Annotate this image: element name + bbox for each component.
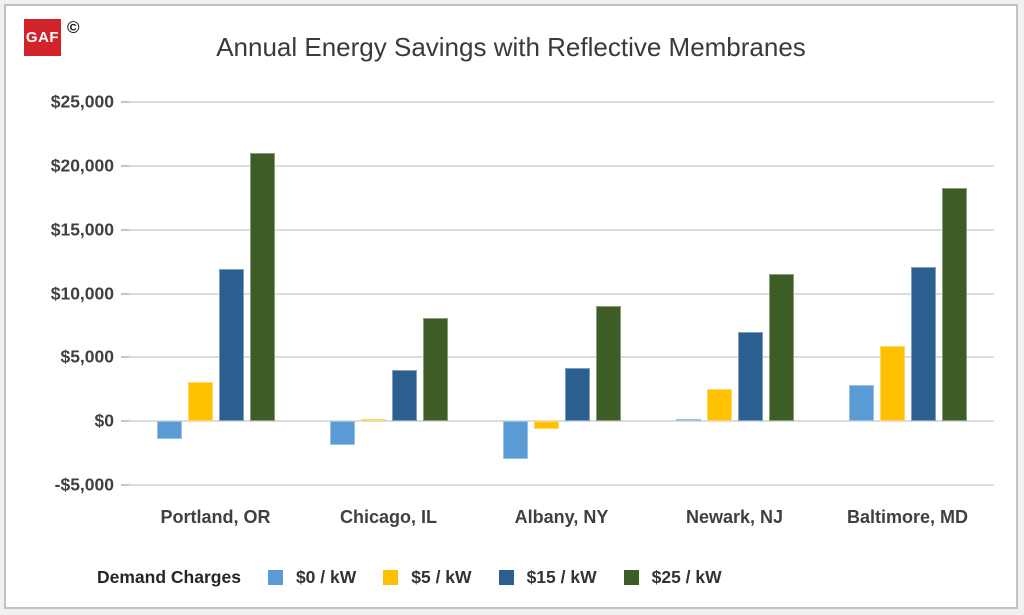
legend: Demand Charges $0 / kW $5 / kW $15 / kW $25…: [97, 562, 722, 592]
bar: [218, 269, 244, 422]
gridline: [129, 101, 994, 103]
bar: [564, 367, 590, 422]
bar: [249, 153, 275, 422]
y-axis-tick-label: $15,000: [50, 219, 114, 240]
bar-groups: [129, 102, 994, 485]
bar: [360, 418, 386, 422]
y-axis-tick-label: -$5,000: [54, 474, 114, 495]
bar-group: [129, 102, 302, 485]
legend-item: $25 / kW: [623, 566, 722, 588]
y-axis-tick-mark: [121, 484, 129, 486]
gridline: [129, 484, 994, 486]
legend-swatch-icon: [498, 569, 514, 585]
legend-swatch-icon: [267, 569, 283, 585]
bar: [422, 317, 448, 422]
gridline: [129, 164, 994, 167]
plot-area: [121, 101, 994, 486]
bar-group: [821, 102, 994, 485]
bar-group: [648, 102, 821, 485]
x-axis-category-label: Newark, NJ: [685, 507, 784, 527]
x-axis-labels: Portland, OR Chicago, IL Albany, NY Newark,…: [129, 507, 994, 528]
bar: [706, 389, 732, 422]
legend-title: Demand Charges: [97, 566, 241, 587]
legend-item: $0 / kW: [267, 566, 357, 588]
y-axis-tick-mark: [121, 420, 129, 423]
gaf-logo: GAF: [24, 19, 61, 56]
y-axis-tick-mark: [121, 164, 129, 167]
legend-item-label: $25 / kW: [651, 566, 722, 587]
y-axis-tick-label: $20,000: [50, 155, 114, 176]
legend-item-label: $15 / kW: [526, 566, 597, 587]
legend-swatch-icon: [623, 569, 639, 585]
bar: [187, 381, 213, 422]
x-axis-category-label: Baltimore, MD: [846, 507, 969, 527]
bar-group: [475, 102, 648, 485]
chart-canvas: GAF © Annual Energy Savings with Reflect…: [4, 4, 1018, 609]
y-axis-labels: $25,000 $20,000 $15,000 $10,000 $5,000 $0 -$5,…: [6, 92, 114, 495]
y-axis-tick-mark: [121, 228, 129, 231]
y-axis-tick-mark: [121, 292, 129, 295]
bar: [391, 370, 417, 422]
gridline: [129, 420, 994, 423]
bar: [879, 345, 905, 422]
gaf-logo-text: GAF: [25, 29, 60, 46]
gridline: [129, 228, 994, 231]
bar: [848, 385, 874, 422]
y-axis-tick-label: $10,000: [50, 283, 114, 303]
bar: [595, 306, 621, 422]
chart-title: Annual Energy Savings with Reflective Me…: [216, 32, 806, 62]
bar: [675, 418, 701, 422]
bar: [910, 266, 936, 422]
y-axis-tick-mark: [121, 356, 129, 359]
bar: [533, 421, 559, 429]
y-axis-tick-label: $5,000: [60, 346, 114, 367]
gridline: [129, 292, 994, 295]
bar: [329, 421, 355, 446]
bar: [502, 421, 528, 460]
y-axis-tick-mark: [121, 101, 129, 103]
legend-item: $5 / kW: [383, 566, 472, 588]
bar: [941, 187, 967, 422]
copyright-symbol: ©: [67, 18, 80, 37]
x-axis-category-label: Chicago, IL: [339, 507, 437, 527]
bar-group: [302, 102, 475, 485]
legend-item: $15 / kW: [498, 566, 597, 588]
bar: [156, 421, 182, 440]
bar: [768, 274, 794, 422]
x-axis-category-label: Portland, OR: [160, 507, 271, 527]
legend-items: $0 / kW $5 / kW $15 / kW $25 / kW: [267, 566, 722, 588]
legend-item-label: $5 / kW: [411, 566, 472, 587]
gridline: [129, 356, 994, 359]
legend-item-label: $0 / kW: [295, 566, 357, 587]
y-axis-tick-label: $25,000: [50, 91, 114, 112]
legend-swatch-icon: [383, 569, 399, 585]
x-axis-category-label: Albany, NY: [514, 507, 609, 527]
bar: [737, 331, 763, 422]
y-axis-tick-label: $0: [94, 410, 114, 431]
